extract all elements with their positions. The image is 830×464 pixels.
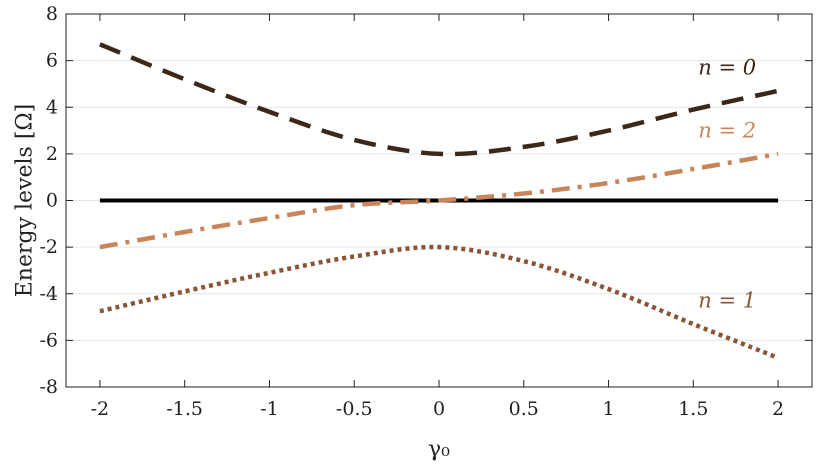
x-tick-label: 0 — [433, 398, 445, 420]
y-tick-label: 2 — [46, 143, 58, 165]
series-line-2 — [99, 151, 779, 250]
y-tick-label: 4 — [46, 96, 58, 118]
series-labels: n = 0 n = 2 n = 1 — [698, 56, 756, 313]
x-tick-label: -2 — [91, 398, 110, 420]
y-tick-label: -6 — [39, 329, 58, 351]
x-axis-title: γ₀ — [428, 437, 450, 462]
x-tick-label: -0.5 — [336, 398, 373, 420]
x-tick-label: 1.5 — [678, 398, 708, 420]
x-tick-label: -1.5 — [166, 398, 203, 420]
y-tick-label: -2 — [39, 236, 58, 258]
series-label-2: n = 2 — [698, 119, 756, 143]
y-tick-label: -8 — [39, 376, 58, 398]
series-line-3 — [99, 244, 779, 360]
y-axis-title: Energy levels [Ω] — [13, 104, 38, 298]
series-label-1: n = 0 — [698, 56, 756, 80]
series-line-1 — [99, 42, 779, 157]
y-tick-label: -4 — [39, 283, 58, 305]
x-tick-label: -1 — [260, 398, 279, 420]
y-tick-label: 8 — [46, 3, 58, 25]
series-label-3: n = 1 — [698, 289, 756, 313]
x-tick-label: 1 — [602, 398, 614, 420]
y-tick-label: 0 — [46, 190, 58, 212]
x-tick-label: 2 — [772, 398, 784, 420]
y-tick-label: 6 — [46, 50, 58, 72]
series-lines — [99, 42, 779, 360]
x-tick-label: 0.5 — [509, 398, 539, 420]
axis-ticks: -8 -6 -4 -2 0 2 4 6 8 -2 -1.5 -1 -0.5 0 0.5 1 1.5 2 — [39, 3, 812, 420]
